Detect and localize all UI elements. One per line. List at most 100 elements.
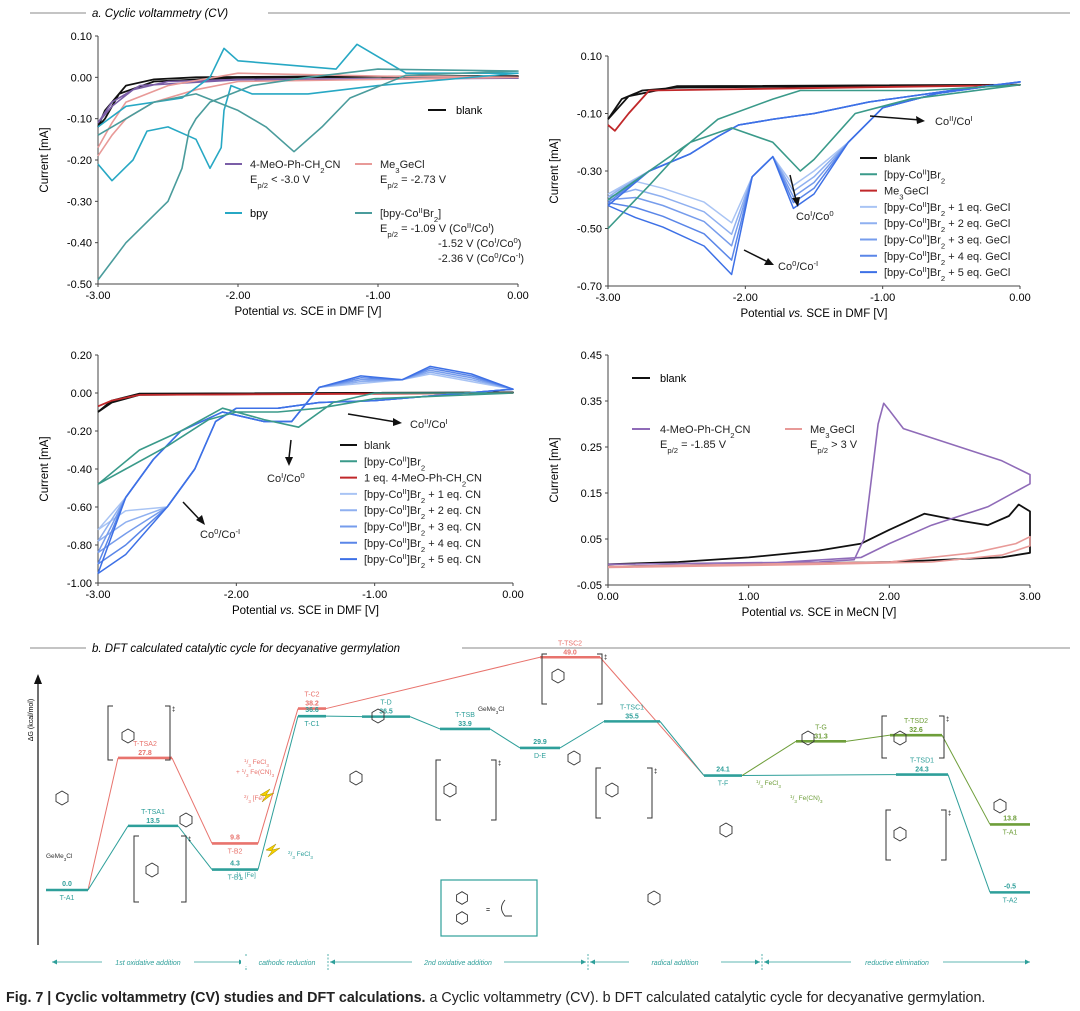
y-tick-label: -0.50	[577, 224, 602, 236]
legend-sub: Ep/2 = -2.73 V	[380, 174, 447, 190]
y-tick-label: -0.10	[577, 109, 602, 121]
stage-arrowhead	[755, 959, 760, 965]
annotation-label: Co0/Co-I	[778, 259, 818, 274]
stage-arrowhead	[1025, 959, 1030, 965]
x-tick-label: 0.00	[597, 591, 618, 603]
legend-label: Me3GeCl	[380, 159, 425, 175]
annotation-arrowhead	[764, 258, 774, 265]
ts-bracket	[939, 715, 945, 759]
reagent-label: GeMe3Cl	[46, 853, 73, 862]
legend-sub: -1.52 V (CoI/Co0)	[438, 236, 521, 251]
reagent-label: 2/3 FeCl3	[288, 850, 313, 860]
legend-label: [bpy-CoII]Br2 + 4 eq. GeCl	[884, 248, 1010, 266]
x-tick-label: -1.00	[365, 290, 390, 302]
series-line-blank	[97, 75, 519, 128]
pathway-connector	[87, 825, 129, 891]
level-name: T-TSA1	[141, 809, 165, 816]
ts-bracket	[107, 705, 113, 761]
annotation-arrowhead	[916, 116, 925, 124]
legend-sub: -2.36 V (Co0/Co-I)	[438, 251, 524, 266]
legend-label: [bpy-CoII]Br2 + 3 eq. GeCl	[884, 232, 1010, 250]
ts-bracket	[597, 653, 603, 705]
legend-sub: Ep/2 = -1.09 V (CoII/CoI)	[380, 221, 494, 239]
energy-value: 31.3	[814, 733, 828, 740]
annotation-arrowhead	[792, 197, 800, 207]
level-name: T-B1	[228, 875, 243, 882]
x-tick-label: 1.00	[738, 591, 759, 603]
y-tick-label: 0.15	[581, 488, 602, 500]
level-name: T-TSD1	[910, 758, 934, 765]
level-name: T-A2	[1003, 897, 1018, 904]
y-tick-label: -0.20	[67, 155, 92, 167]
figure-caption: Fig. 7 | Cyclic voltammetry (CV) studies…	[6, 990, 1076, 1006]
x-tick-label: 0.00	[507, 290, 528, 302]
energy-axis-label: ΔG (kcal/mol)	[28, 699, 35, 741]
series-line-eq-5	[607, 81, 1021, 276]
energy-value: 33.9	[458, 721, 472, 728]
x-axis-label: Potential vs. SCE in DMF [V]	[740, 308, 887, 320]
y-tick-label: 0.00	[71, 388, 92, 400]
pathway-connector	[325, 656, 541, 710]
x-tick-label: 2.00	[879, 591, 900, 603]
x-tick-label: -2.00	[225, 290, 250, 302]
benzene-ring	[456, 911, 468, 925]
benzene-ring	[349, 770, 363, 786]
benzene-ring	[456, 891, 468, 905]
legend-sub: Ep/2 = -1.85 V	[660, 439, 727, 455]
y-axis-label: Current [mA]	[549, 138, 561, 203]
stage-arrowhead	[330, 959, 335, 965]
series-line-me3gecl	[607, 535, 1031, 569]
panel-a-header: a. Cyclic voltammetry (CV)	[30, 8, 1070, 20]
level-name: T-A1	[60, 895, 75, 902]
pathway-connector	[947, 774, 991, 893]
pathway-connector	[741, 774, 897, 777]
y-axis-label: Current [mA]	[39, 436, 51, 501]
stage-arrowhead	[764, 959, 769, 965]
legend-label: [bpy-CoII]Br2 + 1 eq. CN	[364, 486, 481, 504]
pathway-connector	[941, 734, 991, 825]
stage-arrowhead	[590, 959, 595, 965]
annotation-label: CoI/Co0	[796, 209, 834, 224]
y-axis-label: Current [mA]	[39, 127, 51, 192]
legend-label: [bpy-CoII]Br2 + 2 eq. GeCl	[884, 216, 1010, 234]
annotation-arrow	[182, 501, 201, 521]
series-line-me3gecl	[97, 72, 519, 157]
ts-bracket	[435, 759, 441, 821]
level-name: T-TSB	[455, 712, 475, 719]
x-axis-label: Potential vs. SCE in MeCN [V]	[742, 607, 897, 619]
benzene-ring	[893, 826, 907, 842]
x-tick-label: -3.00	[85, 589, 110, 601]
pathway-connector	[171, 757, 213, 844]
series-line-bpy-co	[97, 68, 519, 281]
stage-label: radical addition	[651, 960, 698, 967]
series-line-blank	[607, 83, 1021, 120]
annotation-label: Co0/Co-I	[200, 527, 240, 542]
legend-label: 4-MeO-Ph-CH2CN	[250, 159, 341, 175]
reagent-label: + 1/3 Fe(CN)3	[236, 768, 275, 778]
electricity-icon	[259, 788, 275, 803]
y-tick-label: -0.40	[67, 238, 92, 250]
series-line-cn	[97, 392, 514, 408]
ts-bracket	[133, 835, 139, 903]
annotation-arrowhead	[196, 515, 205, 525]
energy-value: 24.3	[915, 767, 929, 774]
y-tick-label: 0.20	[71, 350, 92, 362]
legend-label: Me3GeCl	[810, 424, 855, 440]
y-tick-label: -0.20	[67, 426, 92, 438]
ts-bracket	[885, 809, 891, 861]
benzene-ring	[443, 782, 457, 798]
benzene-ring	[179, 812, 193, 828]
annotation-arrow	[869, 115, 921, 121]
series-line-bpy-co	[607, 84, 1021, 230]
ts-dagger: ‡	[498, 761, 501, 767]
ts-dagger: ‡	[654, 769, 657, 775]
energy-value: 27.8	[138, 750, 152, 757]
y-tick-label: -1.00	[67, 578, 92, 590]
stage-label: cathodic reduction	[259, 960, 316, 967]
benzene-ring	[145, 862, 159, 878]
x-axis-label: Potential vs. SCE in DMF [V]	[232, 605, 379, 617]
ts-dagger: ‡	[188, 837, 191, 843]
dft-energy-diagram: ΔG (kcal/mol) 0.0 T-A1 T-TSA2 27.8 T-TSA1 13.5…	[28, 640, 1030, 970]
level-name: T-D	[380, 700, 391, 707]
cv-chart-2: 0.10 -0.10 -0.30 -0.50 -0.70-3.00 -2.00 -1.00 0…	[549, 51, 1031, 320]
